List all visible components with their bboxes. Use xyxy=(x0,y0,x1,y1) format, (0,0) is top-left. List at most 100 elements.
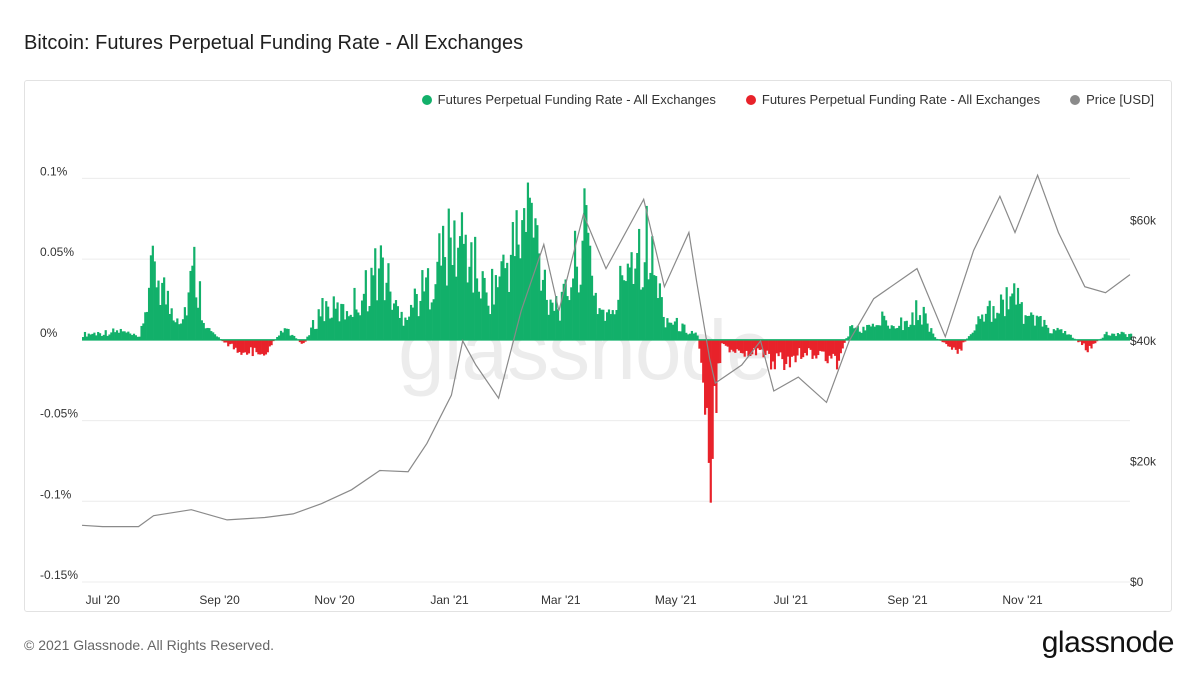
funding-rate-bar xyxy=(262,339,266,356)
funding-rate-bar xyxy=(347,316,350,340)
funding-rate-bar xyxy=(308,335,311,340)
funding-rate-bar xyxy=(372,275,375,340)
funding-rate-bar xyxy=(879,325,882,340)
funding-rate-bar xyxy=(108,334,111,340)
funding-rate-bar xyxy=(168,313,171,340)
funding-rate-bar xyxy=(129,333,132,340)
legend-item-negative-rate[interactable]: Futures Perpetual Funding Rate - All Exc… xyxy=(745,92,1040,107)
funding-rate-bar xyxy=(1033,325,1037,340)
x-tick-label: Nov '20 xyxy=(314,593,355,607)
funding-rate-bar xyxy=(747,339,750,357)
funding-rate-bar xyxy=(709,339,712,503)
funding-rate-bar xyxy=(240,339,243,355)
funding-rate-bar xyxy=(485,292,488,340)
funding-rate-bar xyxy=(293,335,296,340)
funding-rate-bar xyxy=(683,324,686,340)
funding-rate-bar xyxy=(802,339,805,358)
funding-rate-bar xyxy=(1116,333,1120,340)
funding-rate-bar xyxy=(998,313,1001,340)
funding-rate-bar xyxy=(677,331,680,340)
funding-rate-bar xyxy=(930,328,933,340)
funding-rate-bar xyxy=(592,295,596,340)
funding-rate-bar xyxy=(973,330,976,340)
funding-rate-bars xyxy=(82,182,1133,503)
funding-rate-bar xyxy=(781,339,784,360)
funding-rate-bar xyxy=(871,323,874,340)
funding-rate-bar xyxy=(920,324,923,340)
funding-rate-bar xyxy=(1041,326,1044,340)
funding-rate-bar xyxy=(724,339,727,346)
funding-rate-bar xyxy=(707,339,710,463)
funding-rate-bar xyxy=(715,339,718,413)
funding-rate-bar xyxy=(210,331,213,340)
funding-rate-bar xyxy=(455,276,458,340)
funding-rate-bar xyxy=(225,339,228,343)
funding-rate-bar xyxy=(298,339,301,343)
legend-dot-price xyxy=(1070,94,1081,105)
funding-rate-bar xyxy=(440,265,443,340)
funding-rate-bar xyxy=(662,316,665,340)
funding-rate-bar xyxy=(338,321,341,340)
funding-rate-bar xyxy=(705,339,709,408)
funding-rate-bar xyxy=(457,247,460,340)
funding-rate-bar xyxy=(638,228,641,340)
funding-rate-bar xyxy=(332,296,335,340)
funding-rate-bar xyxy=(1048,333,1052,340)
funding-rate-bar xyxy=(575,266,579,340)
funding-rate-bar xyxy=(1082,339,1086,344)
funding-rate-bar xyxy=(717,339,720,364)
funding-rate-bar xyxy=(311,320,315,340)
funding-rate-bar xyxy=(436,261,439,340)
funding-rate-bar xyxy=(860,332,863,340)
legend-dot-positive xyxy=(421,94,432,105)
funding-rate-bar xyxy=(1035,315,1038,340)
funding-rate-bar xyxy=(114,332,117,340)
funding-rate-bar xyxy=(1113,333,1116,340)
legend-item-positive-rate[interactable]: Futures Perpetual Funding Rate - All Exc… xyxy=(421,92,716,107)
funding-rate-bar xyxy=(323,321,326,340)
funding-rate-bar xyxy=(990,321,993,340)
funding-rate-bar xyxy=(726,339,729,347)
funding-rate-bar xyxy=(127,331,130,340)
funding-rate-bar xyxy=(149,255,153,340)
funding-rate-bar xyxy=(1067,334,1070,340)
funding-rate-bar xyxy=(771,339,775,362)
funding-rate-bar xyxy=(794,339,797,363)
funding-rate-bar xyxy=(147,287,151,340)
funding-rate-bar xyxy=(453,220,456,340)
funding-rate-bar xyxy=(604,320,607,340)
funding-rate-bar xyxy=(986,306,989,340)
funding-rate-bar xyxy=(334,308,337,340)
funding-rate-bar xyxy=(1011,293,1014,340)
funding-rate-bar xyxy=(753,339,756,349)
funding-rate-bar xyxy=(977,316,980,340)
funding-rate-bar xyxy=(232,339,235,350)
legend-label-positive: Futures Perpetual Funding Rate - All Exc… xyxy=(437,92,716,107)
funding-rate-bar xyxy=(379,245,383,340)
funding-rate-bar xyxy=(425,277,428,340)
funding-rate-bar xyxy=(83,331,87,340)
funding-rate-bar xyxy=(428,309,432,340)
funding-rate-bar xyxy=(134,335,137,340)
funding-rate-bar xyxy=(555,296,558,340)
funding-rate-bar xyxy=(907,326,910,340)
legend-item-price[interactable]: Price [USD] xyxy=(1070,92,1154,107)
funding-rate-bar xyxy=(792,339,795,356)
funding-rate-bar xyxy=(430,302,433,340)
funding-rate-bar xyxy=(421,270,424,340)
funding-rate-bar xyxy=(536,225,539,340)
funding-rate-bar xyxy=(195,297,198,340)
funding-rate-bar xyxy=(245,339,249,355)
funding-rate-bar xyxy=(996,312,999,340)
funding-rate-bar xyxy=(798,339,801,349)
funding-rate-bar xyxy=(532,237,535,340)
funding-rate-bar xyxy=(1065,334,1069,340)
funding-rate-bar xyxy=(106,335,109,340)
funding-rate-bar xyxy=(1114,336,1118,340)
funding-rate-bar xyxy=(877,325,880,340)
funding-rate-bar xyxy=(851,325,854,340)
funding-rate-bar xyxy=(1109,335,1112,340)
funding-rate-bar xyxy=(1015,304,1018,340)
funding-rate-bar xyxy=(434,284,437,340)
funding-rate-bar xyxy=(704,339,707,415)
